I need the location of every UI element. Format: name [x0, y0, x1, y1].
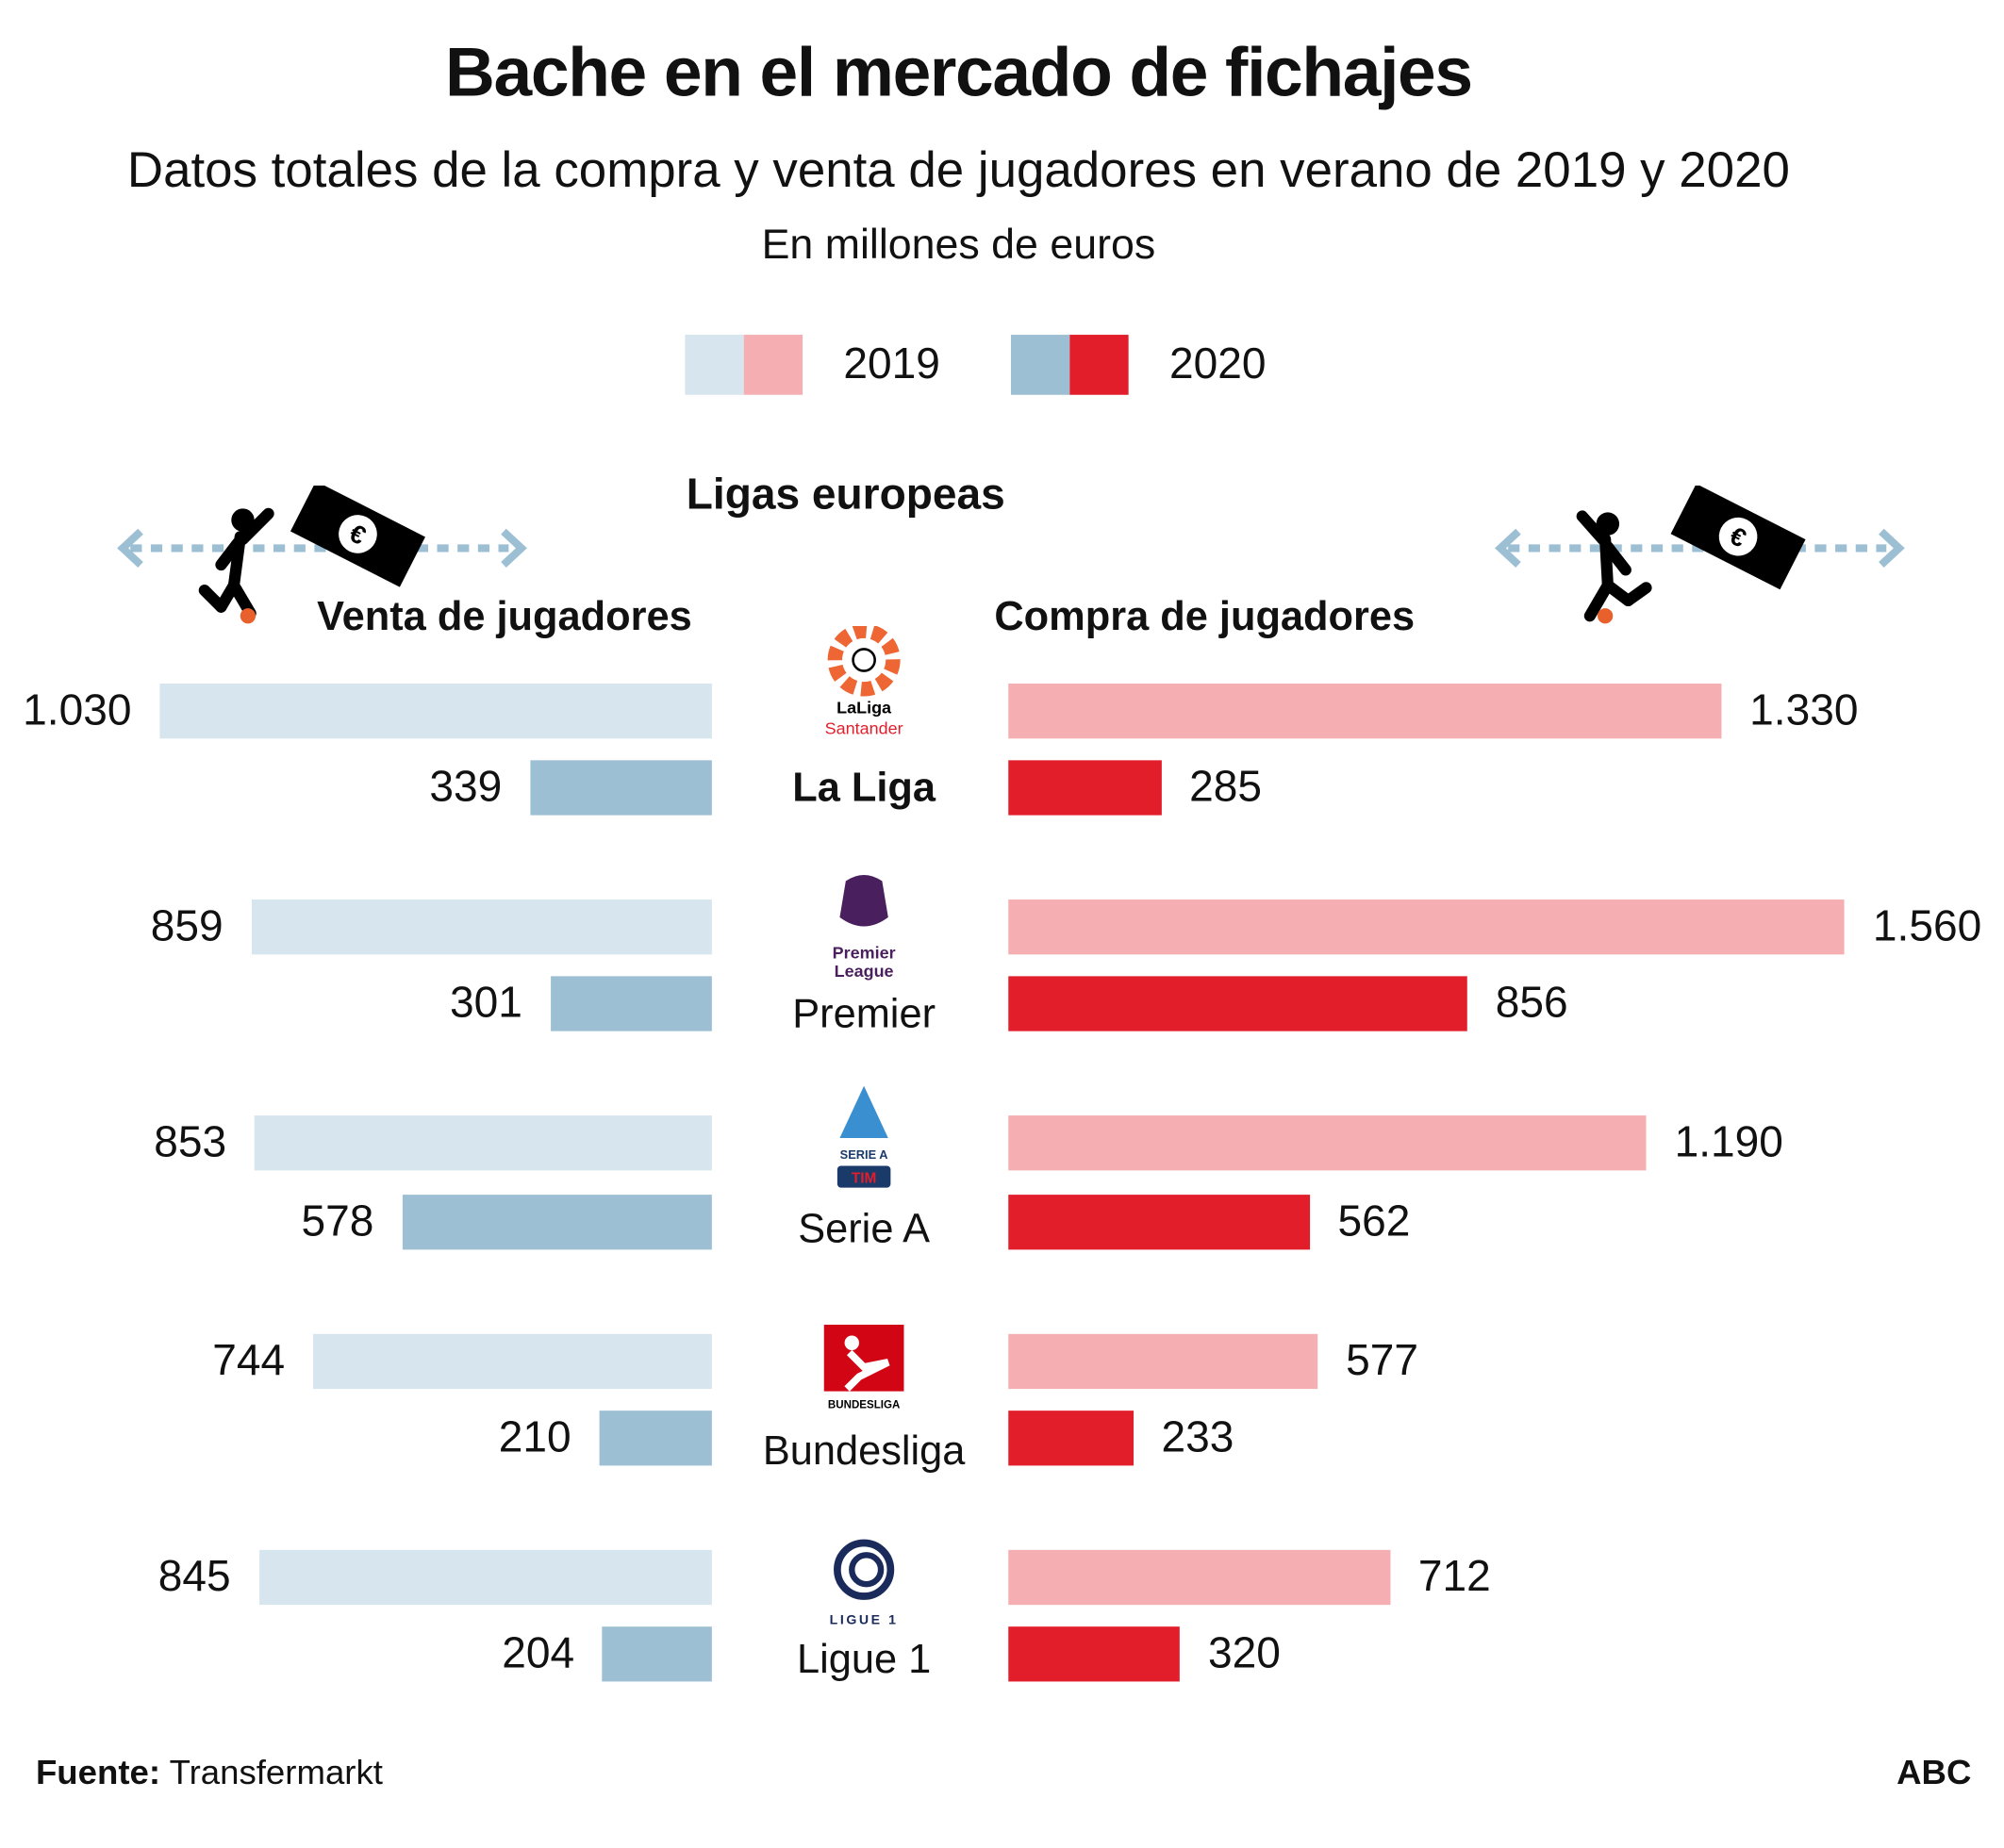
- source: Fuente: Transfermarkt: [36, 1753, 383, 1792]
- legend-label-2020: 2020: [1169, 339, 1267, 388]
- value-label: 339: [429, 763, 503, 812]
- value-label: 856: [1495, 979, 1568, 1028]
- bundesliga-logo: BUNDESLIGA: [823, 1324, 904, 1411]
- value-label: 320: [1207, 1628, 1281, 1678]
- units-label: En millones de euros: [761, 220, 1156, 268]
- legend-swatch-2019-sale: [685, 335, 744, 395]
- bar-right-2019: [1008, 1549, 1391, 1606]
- value-label: 1.330: [1749, 685, 1859, 735]
- bar-right-2020: [1008, 760, 1162, 816]
- svg-text:LaLiga: LaLiga: [836, 698, 892, 717]
- euro-banknote-icon: €: [290, 485, 425, 587]
- league-name: La Liga: [792, 764, 936, 811]
- chart-title: Bache en el mercado de fichajes: [445, 34, 1473, 111]
- bar-left-2020: [530, 760, 712, 816]
- legend-swatch-2020-buy: [1069, 335, 1129, 395]
- value-label: 577: [1346, 1336, 1418, 1386]
- premier-league-logo: Premier League: [833, 874, 896, 981]
- svg-text:BUNDESLIGA: BUNDESLIGA: [828, 1400, 901, 1411]
- bar-left-2020: [599, 1411, 712, 1466]
- value-label: 744: [212, 1336, 286, 1386]
- svg-text:TIM: TIM: [852, 1170, 877, 1186]
- bar-right-2019: [1008, 684, 1722, 739]
- value-label: 285: [1189, 763, 1262, 812]
- bar-right-2020: [1008, 976, 1467, 1031]
- svg-text:SERIE A: SERIE A: [840, 1147, 888, 1162]
- ball-icon: [240, 608, 257, 624]
- value-label: 1.190: [1674, 1117, 1783, 1167]
- bar-left-2019: [159, 684, 712, 739]
- legend-swatch-2019-buy: [743, 335, 803, 395]
- league-name: Bundesliga: [762, 1427, 966, 1474]
- bar-right-2020: [1008, 1411, 1134, 1466]
- value-label: 233: [1161, 1412, 1234, 1462]
- value-label: 578: [301, 1196, 374, 1246]
- bar-right-2019: [1008, 1333, 1318, 1390]
- svg-text:Santander: Santander: [825, 718, 903, 737]
- value-label: 1.030: [23, 685, 132, 735]
- bar-left-2020: [550, 976, 712, 1031]
- bar-left-2019: [258, 1549, 712, 1606]
- svg-text:Premier: Premier: [833, 944, 896, 963]
- bar-left-2020: [402, 1195, 712, 1250]
- player-kicking-icon: [1576, 510, 1652, 622]
- value-label: 859: [150, 901, 224, 951]
- legend-swatch-2020-sale: [1010, 335, 1070, 395]
- source-value: Transfermarkt: [169, 1753, 383, 1791]
- value-label: 853: [154, 1117, 227, 1167]
- value-label: 1.560: [1872, 901, 1982, 951]
- source-label: Fuente:: [35, 1753, 161, 1791]
- serie-a-logo: SERIE A TIM: [836, 1085, 891, 1188]
- bar-right-2019: [1008, 899, 1846, 955]
- value-label: 845: [157, 1552, 231, 1602]
- legend-label-2019: 2019: [843, 339, 940, 388]
- svg-text:League: League: [835, 962, 894, 981]
- value-label: 210: [498, 1412, 571, 1462]
- value-label: 712: [1417, 1552, 1491, 1602]
- bar-left-2019: [254, 1115, 712, 1171]
- bar-left-2019: [251, 899, 712, 955]
- double-arrow-icon: [1495, 528, 1905, 568]
- brand-label: ABC: [1896, 1753, 1972, 1791]
- league-name: Serie A: [798, 1204, 931, 1251]
- section-title: Ligas europeas: [686, 470, 1005, 520]
- laliga-logo: LaLiga Santander: [825, 626, 903, 737]
- chart-subtitle: Datos totales de la compra y venta de ju…: [126, 142, 1790, 199]
- bar-right-2020: [1008, 1626, 1181, 1682]
- bar-left-2019: [312, 1333, 712, 1390]
- value-label: 562: [1337, 1196, 1411, 1246]
- bar-right-2019: [1008, 1115, 1647, 1171]
- ball-icon: [1598, 608, 1614, 624]
- euro-banknote-icon: €: [1670, 485, 1806, 590]
- bar-right-2020: [1008, 1195, 1310, 1250]
- svg-text:LIGUE 1: LIGUE 1: [830, 1612, 899, 1627]
- right-header: Compra de jugadores: [994, 592, 1416, 639]
- value-label: 204: [502, 1628, 575, 1678]
- ligue-1-logo: LIGUE 1: [830, 1539, 899, 1627]
- left-header: Venta de jugadores: [317, 592, 692, 639]
- value-label: 301: [450, 979, 522, 1028]
- bar-left-2020: [602, 1626, 712, 1682]
- buy-icon-group: €: [1495, 485, 1905, 624]
- league-name: Premier: [792, 990, 936, 1037]
- sale-icon-group: €: [117, 485, 527, 624]
- double-arrow-icon: [117, 528, 527, 568]
- player-kicking-icon: [198, 507, 274, 619]
- league-name: Ligue 1: [796, 1635, 932, 1682]
